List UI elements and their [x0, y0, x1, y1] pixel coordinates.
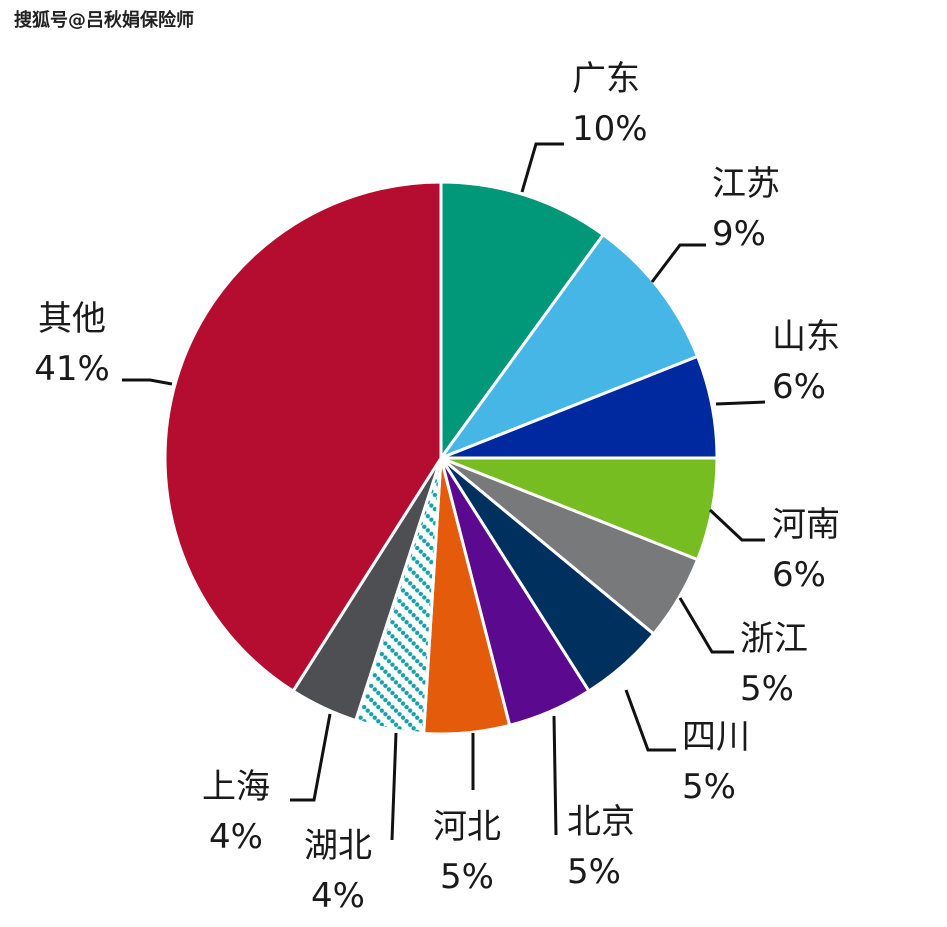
- slice-value-label-11: 41%: [34, 349, 110, 389]
- slice-name-label-3: 山东: [772, 317, 840, 357]
- leader-line-5: [678, 597, 734, 654]
- pie-slice-2: [439, 233, 700, 460]
- slice-name-label-11: 其他: [38, 299, 106, 339]
- pie-slice-11: [163, 180, 443, 693]
- leader-line-1: [520, 142, 564, 193]
- leader-lines: [122, 142, 766, 841]
- leader-line-6: [624, 689, 676, 752]
- leader-line-7: [552, 715, 558, 836]
- slice-value-label-10: 4%: [209, 817, 263, 857]
- leader-line-4: [708, 508, 765, 542]
- slice-name-label-6: 四川: [682, 717, 750, 757]
- slice-name-label-9: 湖北: [304, 826, 372, 866]
- slice-value-label-1: 10%: [572, 109, 648, 149]
- leader-line-11: [122, 378, 173, 386]
- slice-value-label-9: 4%: [311, 876, 365, 916]
- slice-name-label-2: 江苏: [712, 164, 780, 204]
- slice-name-label-1: 广东: [572, 59, 640, 99]
- slice-value-label-7: 5%: [567, 852, 621, 892]
- leader-line-10: [290, 713, 332, 802]
- leader-line-2: [650, 243, 706, 283]
- slice-name-label-5: 浙江: [740, 619, 808, 659]
- slice-value-label-4: 6%: [772, 555, 826, 595]
- watermark: 搜狐号@吕秋娟保险师: [14, 10, 194, 31]
- slice-value-label-3: 6%: [772, 367, 826, 407]
- slice-name-label-4: 河南: [772, 505, 840, 545]
- slice-name-label-10: 上海: [202, 767, 270, 807]
- slice-value-label-8: 5%: [440, 857, 494, 897]
- slice-value-label-6: 5%: [682, 767, 736, 807]
- leader-line-3: [715, 400, 766, 406]
- slice-value-label-5: 5%: [740, 669, 794, 709]
- leader-line-9: [390, 732, 398, 841]
- slice-name-label-8: 河北: [433, 807, 501, 847]
- pie-slice-1: [439, 180, 605, 460]
- pie-slices: [163, 180, 719, 736]
- slice-value-label-2: 9%: [712, 214, 766, 254]
- slice-labels: 广东 10% 江苏 9% 山东 6% 河南 6% 浙江 5% 四川 5% 北京 5% 河北 5% 湖北 4% 上海 4…: [34, 59, 840, 916]
- slice-name-label-7: 北京: [567, 802, 635, 842]
